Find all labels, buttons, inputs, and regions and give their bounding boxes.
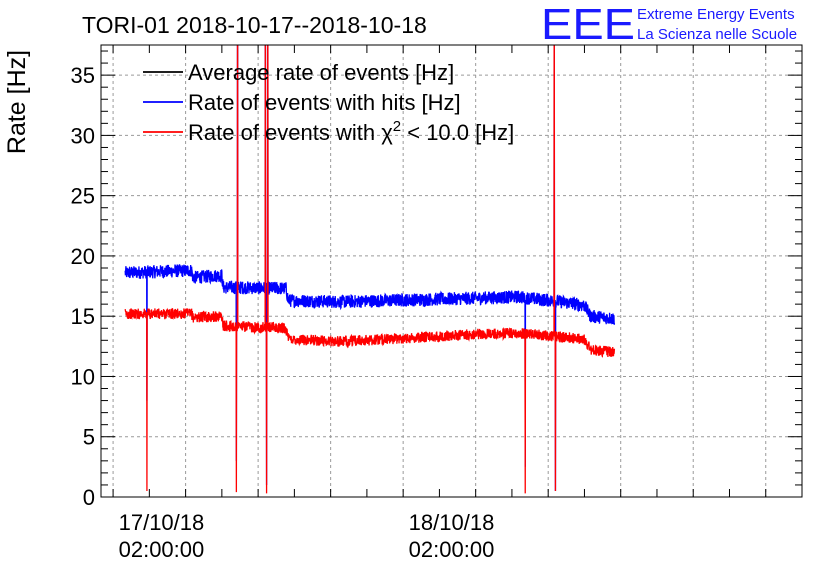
- legend-label-hits: Rate of events with hits [Hz]: [188, 90, 461, 115]
- x-tick-label-time: 02:00:00: [409, 537, 495, 562]
- y-tick-label: 30: [71, 123, 95, 148]
- x-tick-label-date: 18/10/18: [409, 510, 495, 535]
- logo-line-2: La Scienza nelle Scuole: [637, 26, 797, 43]
- y-tick-label: 10: [71, 364, 95, 389]
- y-tick-label: 35: [71, 63, 95, 88]
- series-line-hits: [124, 45, 616, 491]
- legend-label-chi2: Rate of events with χ2 < 10.0 [Hz]: [188, 118, 514, 145]
- legend: Average rate of events [Hz] Rate of event…: [143, 60, 514, 145]
- y-tick-label: 20: [71, 244, 95, 269]
- y-tick-label: 5: [83, 425, 95, 450]
- x-tick-label-time: 02:00:00: [119, 537, 205, 562]
- y-axis-title: Rate [Hz]: [3, 50, 31, 154]
- plot-frame: [100, 44, 803, 498]
- y-tick-label: 15: [71, 304, 95, 329]
- y-tick-label: 25: [71, 184, 95, 209]
- y-tick-label: 0: [83, 485, 95, 510]
- chart-title: TORI-01 2018-10-17--2018-10-18: [82, 12, 427, 38]
- axes: 0510152025303517/10/1802:00:0018/10/1802…: [71, 45, 803, 562]
- logo-letters: EEE: [541, 0, 635, 49]
- logo-line-1: Extreme Energy Events: [637, 6, 795, 23]
- series-line-chi2: [124, 45, 616, 494]
- series-layer: [124, 45, 616, 494]
- x-tick-label-date: 17/10/18: [119, 510, 205, 535]
- eee-logo: EEE Extreme Energy Events La Scienza nel…: [541, 0, 797, 49]
- legend-label-avg: Average rate of events [Hz]: [188, 60, 454, 85]
